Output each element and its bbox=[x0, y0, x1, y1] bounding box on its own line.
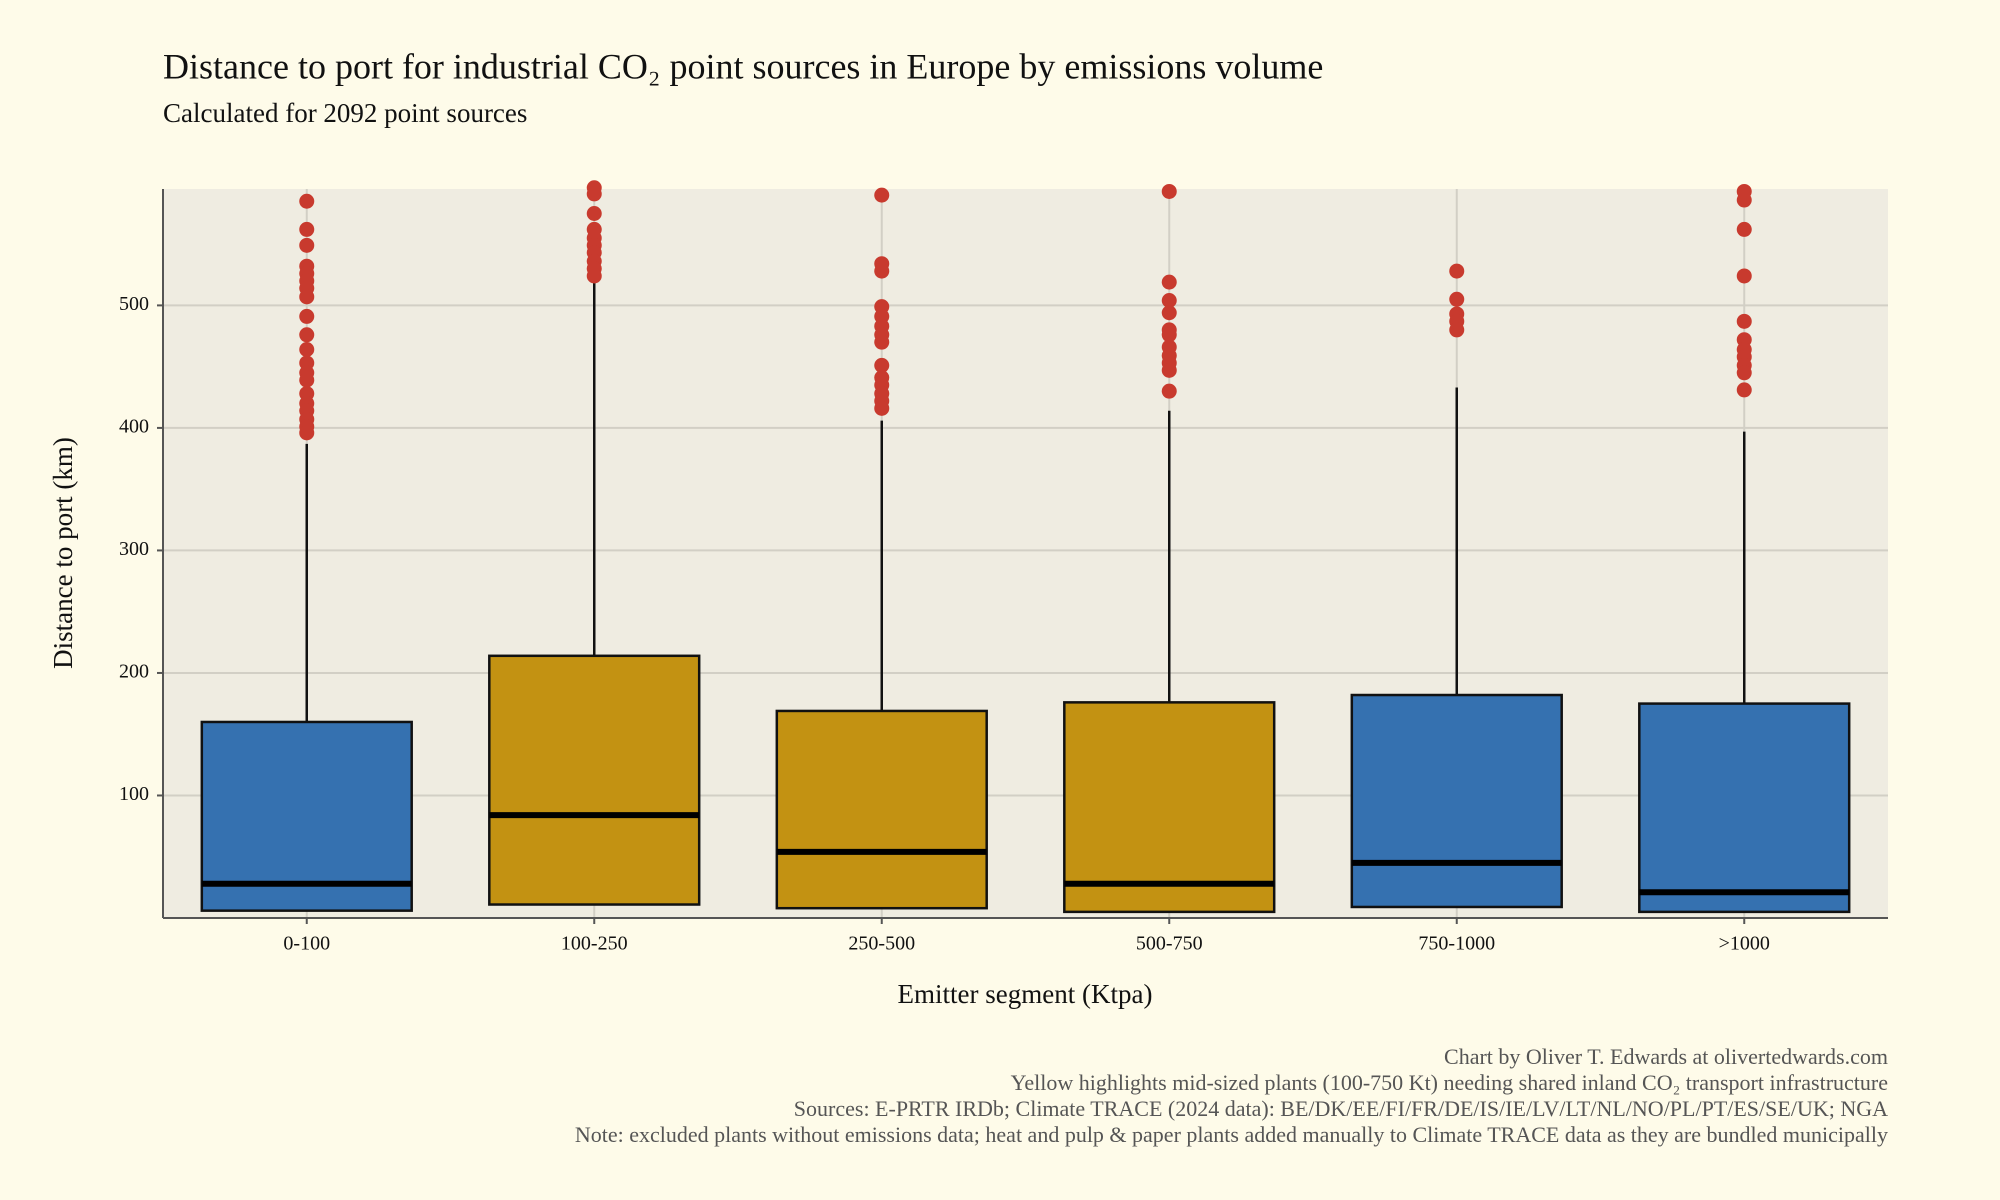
outlier bbox=[874, 357, 890, 373]
outlier bbox=[586, 186, 602, 202]
outlier bbox=[1449, 291, 1465, 307]
outlier bbox=[874, 263, 890, 279]
x-tick-label: 750-1000 bbox=[1418, 933, 1495, 955]
x-tick-label: 500-750 bbox=[1136, 933, 1203, 955]
box bbox=[488, 654, 701, 906]
outlier bbox=[874, 334, 890, 350]
outlier bbox=[299, 221, 315, 237]
outlier bbox=[1161, 183, 1177, 199]
plot-panel bbox=[163, 189, 1888, 918]
outlier bbox=[1161, 327, 1177, 343]
outlier bbox=[1736, 382, 1752, 398]
caption-line: Yellow highlights mid-sized plants (100-… bbox=[1011, 1070, 1888, 1095]
outlier bbox=[1736, 313, 1752, 329]
y-axis-title: Distance to port (km) bbox=[48, 437, 78, 669]
outlier bbox=[1736, 221, 1752, 237]
x-axis-title: Emitter segment (Ktpa) bbox=[898, 979, 1153, 1009]
outlier bbox=[1449, 263, 1465, 279]
outlier bbox=[586, 268, 602, 284]
y-tick-label: 500 bbox=[119, 293, 149, 315]
caption-line: Note: excluded plants without emissions … bbox=[575, 1122, 1888, 1147]
outlier bbox=[874, 187, 890, 203]
x-tick-label: 100-250 bbox=[561, 933, 628, 955]
x-tick-label: 0-100 bbox=[283, 933, 330, 955]
chart-subtitle: Calculated for 2092 point sources bbox=[163, 98, 527, 128]
outlier bbox=[1161, 305, 1177, 321]
outlier bbox=[1736, 365, 1752, 381]
outlier bbox=[299, 425, 315, 441]
box bbox=[200, 720, 413, 912]
marks bbox=[200, 180, 1851, 914]
outlier bbox=[299, 193, 315, 209]
outlier bbox=[299, 327, 315, 343]
caption-line: Chart by Oliver T. Edwards at olivertedw… bbox=[1444, 1044, 1888, 1069]
outlier bbox=[874, 400, 890, 416]
outlier bbox=[299, 372, 315, 388]
box bbox=[775, 709, 988, 910]
x-tick-label: >1000 bbox=[1719, 933, 1770, 955]
outlier bbox=[586, 206, 602, 222]
outlier bbox=[299, 289, 315, 305]
y-tick-label: 300 bbox=[119, 538, 149, 560]
y-tick-label: 200 bbox=[119, 661, 149, 683]
caption: Chart by Oliver T. Edwards at olivertedw… bbox=[575, 1044, 1888, 1147]
y-tick-label: 400 bbox=[119, 416, 149, 438]
outlier bbox=[1736, 192, 1752, 208]
outlier bbox=[299, 237, 315, 253]
x-tick-label: 250-500 bbox=[848, 933, 915, 955]
outlier bbox=[1449, 322, 1465, 338]
outlier bbox=[1161, 274, 1177, 290]
outlier bbox=[299, 342, 315, 358]
outlier bbox=[1161, 383, 1177, 399]
outlier bbox=[1161, 292, 1177, 308]
caption-line: Sources: E-PRTR IRDb; Climate TRACE (202… bbox=[794, 1096, 1888, 1121]
y-tick-label: 100 bbox=[119, 783, 149, 805]
box bbox=[1063, 701, 1276, 914]
outlier bbox=[1736, 268, 1752, 284]
outlier bbox=[299, 308, 315, 324]
chart-title: Distance to port for industrial CO₂ poin… bbox=[163, 46, 1323, 86]
outlier bbox=[1161, 362, 1177, 378]
box bbox=[1638, 702, 1851, 914]
box bbox=[1350, 693, 1563, 909]
